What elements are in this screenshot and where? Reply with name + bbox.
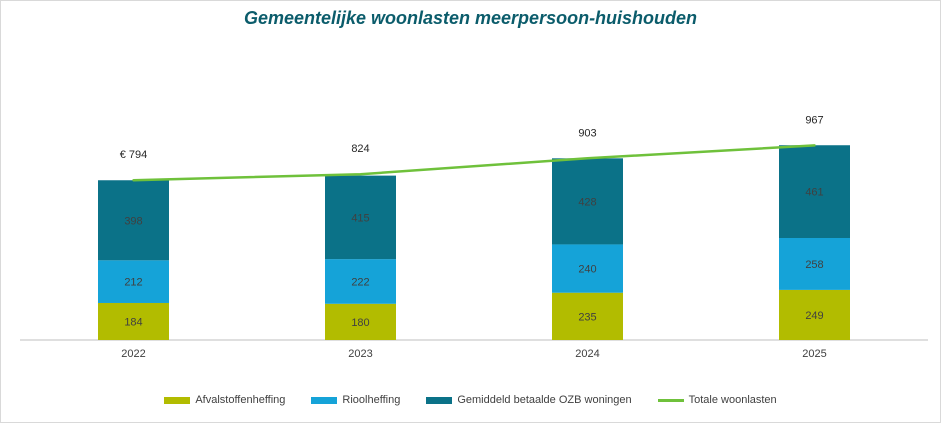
- bar-2025-series-0: [779, 289, 850, 340]
- bar-2024-series-2: [552, 158, 623, 245]
- bar-2024-series-1: [552, 244, 623, 293]
- total-label-2022: € 794: [120, 149, 148, 161]
- legend-label-afvalstoffenheffing: Afvalstoffenheffing: [195, 394, 286, 406]
- legend-item-ozb: Gemiddeld betaalde OZB woningen: [426, 394, 632, 406]
- x-tick-label-2023: 2023: [348, 348, 372, 360]
- data-label-2024-series-2: 428: [578, 196, 596, 208]
- data-label-2022-series-1: 212: [124, 277, 142, 289]
- data-label-2025-series-1: 258: [805, 259, 823, 271]
- legend-item-afvalstoffenheffing: Afvalstoffenheffing: [164, 394, 285, 406]
- legend-label-rioolheffing: Rioolheffing: [342, 394, 401, 406]
- x-tick-label-2022: 2022: [121, 348, 145, 360]
- bar-2025-series-2: [779, 145, 850, 238]
- bar-2022-series-2: [98, 180, 169, 261]
- legend-item-rioolheffing: Rioolheffing: [311, 394, 400, 406]
- bar-2022-series-0: [98, 302, 169, 340]
- total-label-2025: 967: [805, 114, 823, 126]
- bar-2022-series-1: [98, 260, 169, 303]
- legend-label-totale-woonlasten: Totale woonlasten: [688, 394, 777, 406]
- series-line-totale-woonlasten: [132, 144, 816, 182]
- total-label-2023: 824: [351, 143, 369, 155]
- data-label-2025-series-2: 461: [805, 187, 823, 199]
- legend-swatch-totale-woonlasten: [657, 398, 684, 402]
- legend-swatch-rioolheffing: [311, 396, 338, 404]
- legend-label-ozb: Gemiddeld betaalde OZB woningen: [457, 394, 632, 406]
- data-label-2023-series-2: 415: [351, 212, 369, 224]
- bar-2023-series-0: [325, 303, 396, 340]
- chart-legend: Afvalstoffenheffing Rioolheffing Gemidde…: [0, 394, 941, 406]
- legend-swatch-afvalstoffenheffing: [164, 396, 191, 404]
- x-tick-label-2024: 2024: [575, 348, 599, 360]
- bar-2023-series-1: [325, 259, 396, 304]
- x-tick-label-2025: 2025: [802, 348, 826, 360]
- legend-swatch-ozb: [426, 396, 453, 404]
- data-label-2025-series-0: 249: [805, 310, 823, 322]
- chart-title: Gemeentelijke woonlasten meerpersoon-hui…: [243, 8, 698, 28]
- data-label-2022-series-0: 184: [124, 316, 142, 328]
- bar-2025-series-1: [779, 237, 850, 290]
- data-label-2024-series-0: 235: [578, 311, 596, 323]
- bar-2024-series-0: [552, 292, 623, 340]
- legend-item-totale-woonlasten: Totale woonlasten: [657, 394, 777, 406]
- data-label-2022-series-2: 398: [124, 215, 142, 227]
- data-label-2024-series-1: 240: [578, 264, 596, 276]
- data-label-2023-series-1: 222: [351, 276, 369, 288]
- total-label-2024: 903: [578, 127, 596, 139]
- data-label-2023-series-0: 180: [351, 317, 369, 329]
- bar-2023-series-2: [325, 175, 396, 260]
